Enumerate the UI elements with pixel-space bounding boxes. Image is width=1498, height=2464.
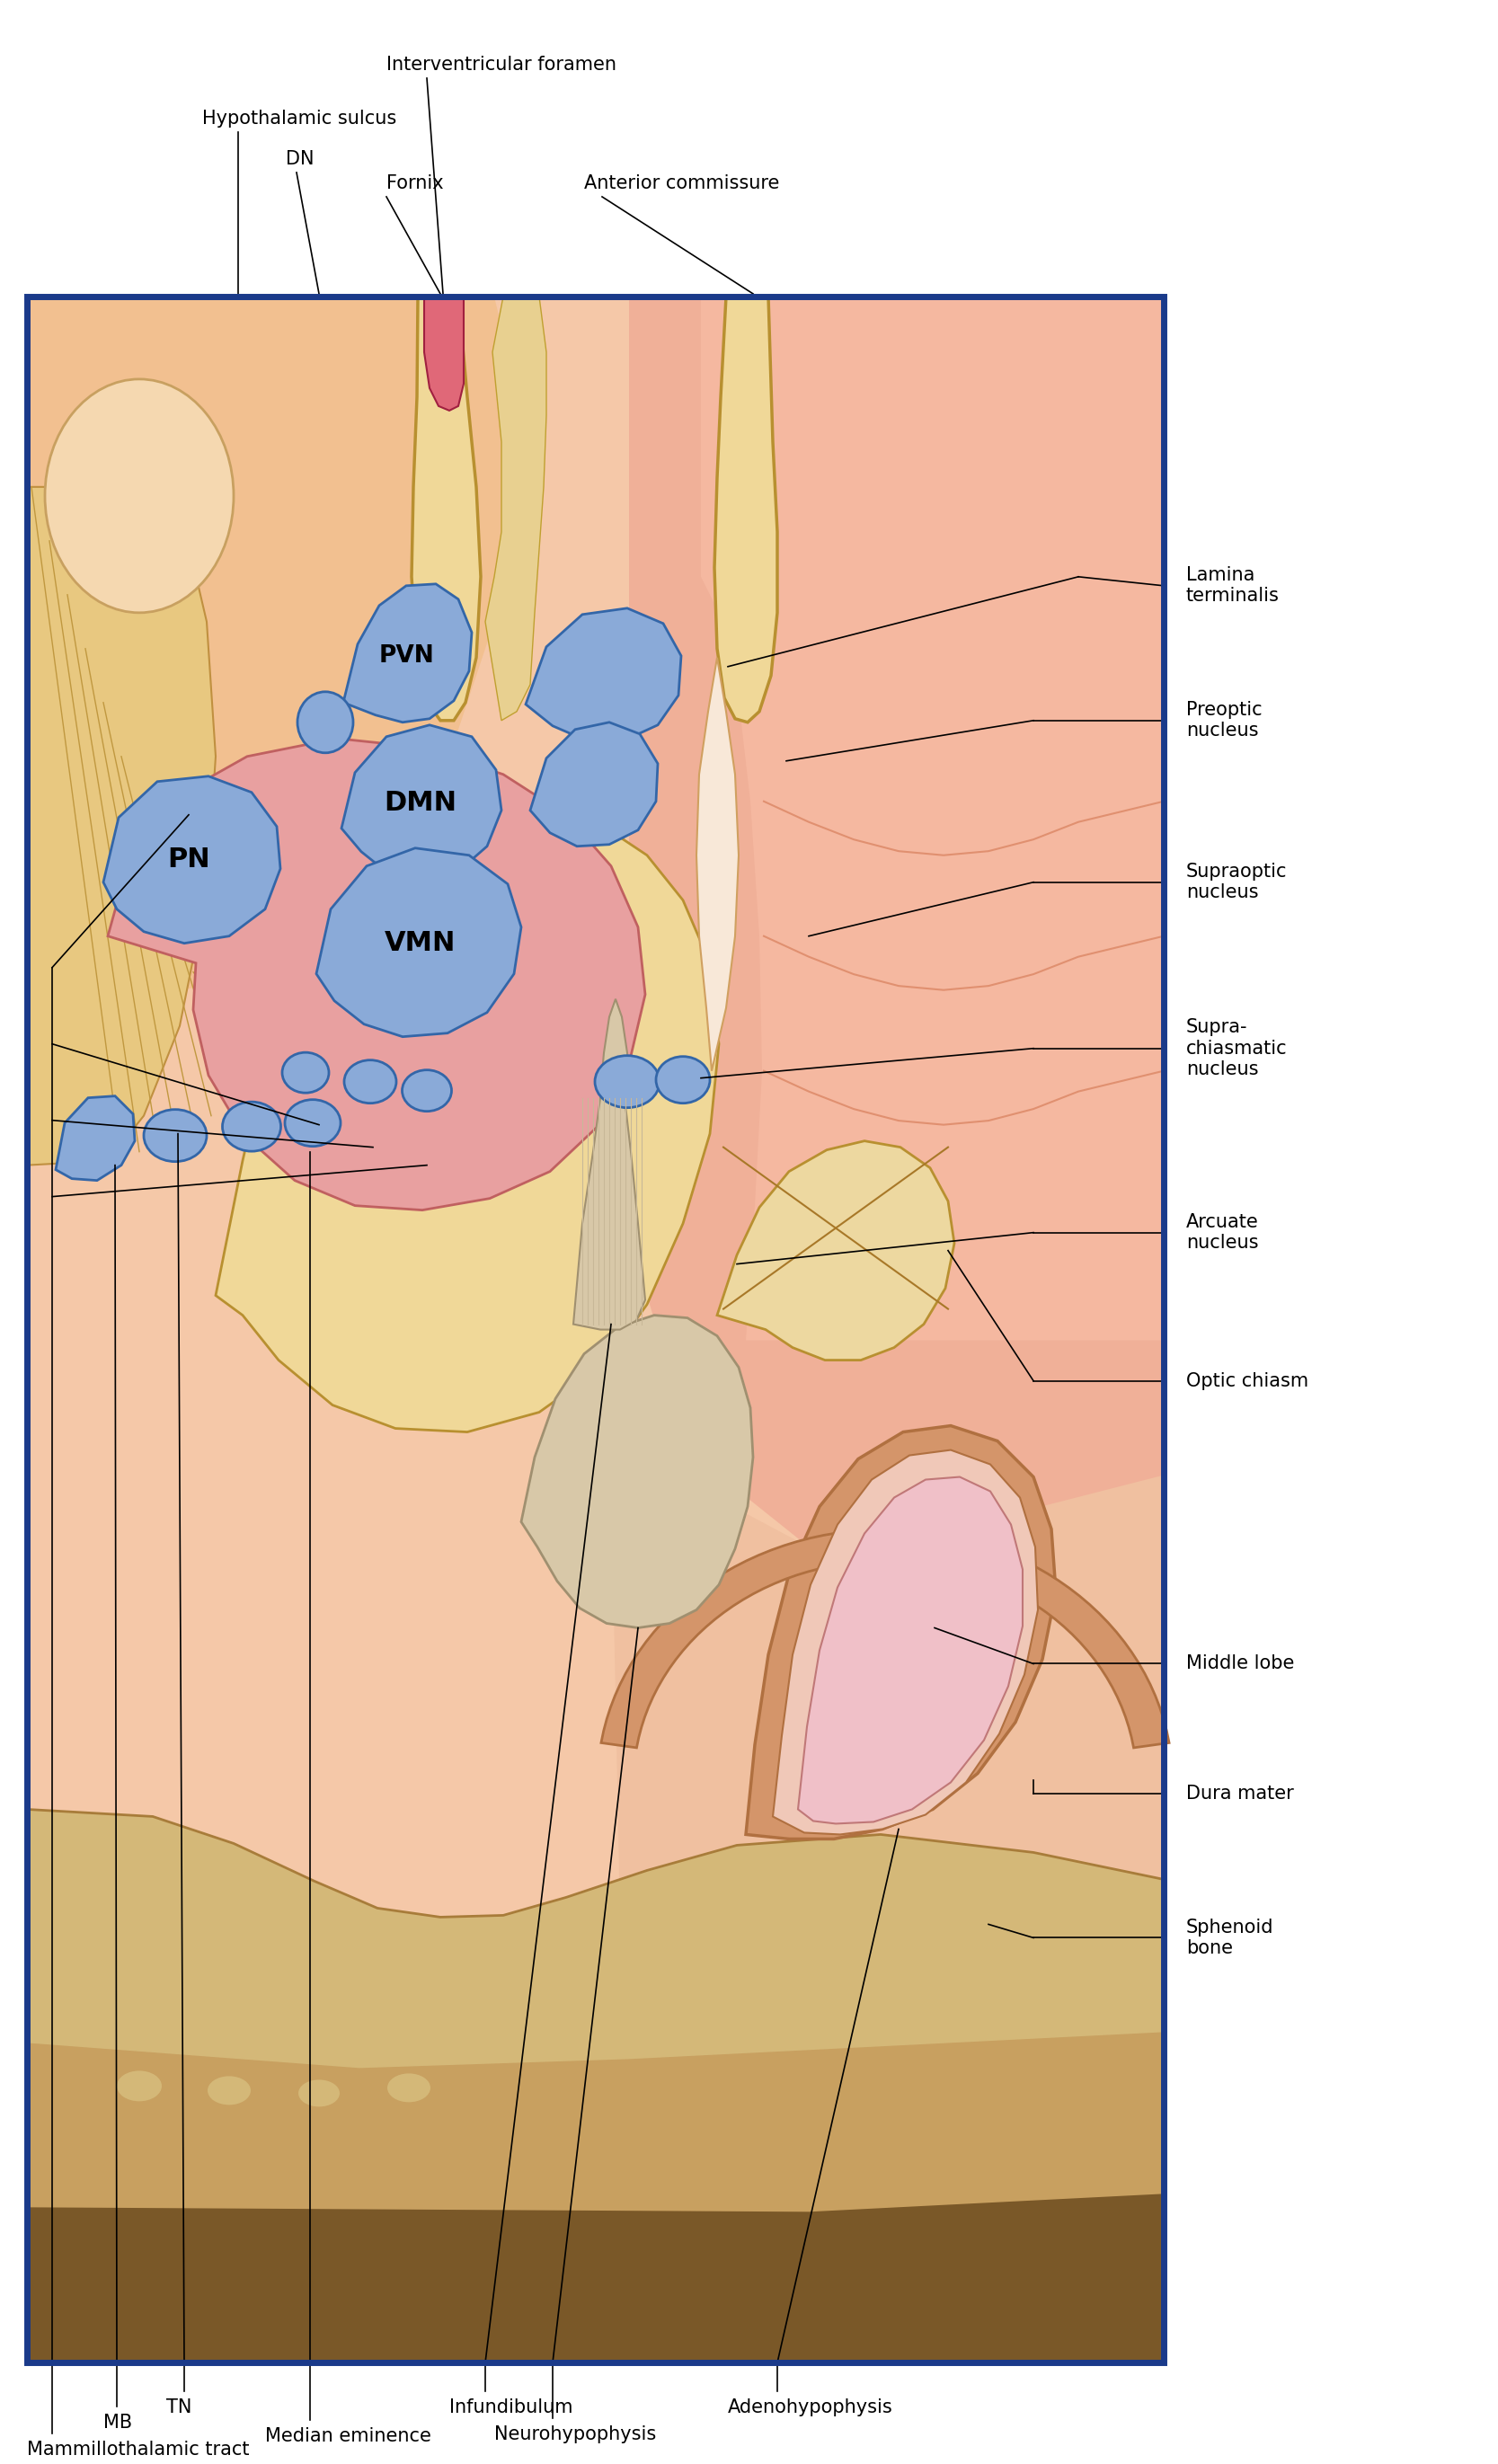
Text: VMN: VMN <box>385 931 457 956</box>
Text: TN: TN <box>166 2397 192 2417</box>
Polygon shape <box>27 2193 1164 2363</box>
Ellipse shape <box>45 379 234 614</box>
Polygon shape <box>574 1079 646 1331</box>
Polygon shape <box>216 801 719 1432</box>
Ellipse shape <box>298 2080 340 2107</box>
Ellipse shape <box>803 1951 849 1984</box>
Polygon shape <box>485 296 547 719</box>
Polygon shape <box>27 1809 1164 2363</box>
Text: Neurohypophysis: Neurohypophysis <box>494 2425 656 2444</box>
Ellipse shape <box>503 1944 557 1984</box>
Polygon shape <box>27 296 1164 2363</box>
Text: Fornix: Fornix <box>386 175 443 192</box>
Polygon shape <box>521 1316 753 1629</box>
Ellipse shape <box>894 1954 939 1986</box>
Polygon shape <box>27 488 216 1165</box>
Text: Median eminence: Median eminence <box>265 2427 431 2444</box>
Polygon shape <box>701 296 1164 1340</box>
Polygon shape <box>718 1141 954 1360</box>
Polygon shape <box>103 776 280 944</box>
Ellipse shape <box>452 2008 500 2043</box>
Ellipse shape <box>595 1949 646 1986</box>
Polygon shape <box>55 1096 135 1180</box>
Text: MB: MB <box>103 2415 132 2432</box>
Text: Supra-
chiasmatic
nucleus: Supra- chiasmatic nucleus <box>1186 1018 1287 1079</box>
Ellipse shape <box>656 1057 710 1104</box>
Polygon shape <box>316 848 521 1037</box>
Polygon shape <box>27 2033 1164 2363</box>
Text: Preoptic
nucleus: Preoptic nucleus <box>1186 702 1263 739</box>
Polygon shape <box>798 1476 1023 1823</box>
Ellipse shape <box>595 1055 659 1109</box>
Polygon shape <box>601 1530 1168 1747</box>
Ellipse shape <box>363 2013 410 2048</box>
Bar <box>27 296 1164 2363</box>
Ellipse shape <box>406 1944 457 1981</box>
Text: Infundibulum: Infundibulum <box>449 2397 572 2417</box>
Polygon shape <box>611 1296 1164 2363</box>
Polygon shape <box>342 724 502 880</box>
Polygon shape <box>27 296 539 1025</box>
Ellipse shape <box>315 1947 369 1986</box>
Polygon shape <box>697 658 739 1072</box>
Ellipse shape <box>117 2070 162 2102</box>
Polygon shape <box>629 296 1164 1565</box>
Ellipse shape <box>345 1060 397 1104</box>
Ellipse shape <box>180 2006 234 2040</box>
Polygon shape <box>343 584 472 722</box>
Text: Supraoptic
nucleus: Supraoptic nucleus <box>1186 862 1287 902</box>
Ellipse shape <box>144 1109 207 1161</box>
Text: Hypothalamic sulcus: Hypothalamic sulcus <box>202 108 397 128</box>
Ellipse shape <box>222 1101 280 1151</box>
Text: Dura mater: Dura mater <box>1186 1784 1294 1804</box>
Text: Mammillothalamic tract: Mammillothalamic tract <box>27 2442 249 2459</box>
Polygon shape <box>773 1449 1038 1836</box>
Ellipse shape <box>712 1944 762 1981</box>
Text: Interventricular foramen: Interventricular foramen <box>386 57 617 74</box>
Polygon shape <box>108 739 646 1210</box>
Text: DN: DN <box>286 150 315 168</box>
Ellipse shape <box>130 1937 193 1984</box>
Ellipse shape <box>219 1944 276 1986</box>
Ellipse shape <box>282 1052 330 1094</box>
Ellipse shape <box>401 1069 451 1111</box>
Ellipse shape <box>388 2072 430 2102</box>
Text: PN: PN <box>168 848 210 872</box>
Text: Anterior commissure: Anterior commissure <box>584 175 779 192</box>
Text: PVN: PVN <box>379 643 434 668</box>
Polygon shape <box>424 296 464 411</box>
Polygon shape <box>715 296 777 722</box>
Ellipse shape <box>298 692 354 754</box>
Text: Lamina
terminalis: Lamina terminalis <box>1186 567 1279 606</box>
Ellipse shape <box>983 1949 1029 1981</box>
Ellipse shape <box>271 2011 322 2045</box>
Text: Middle lobe: Middle lobe <box>1186 1656 1294 1673</box>
Text: Sphenoid
bone: Sphenoid bone <box>1186 1919 1273 1956</box>
Text: DMN: DMN <box>383 791 457 816</box>
Text: Optic chiasm: Optic chiasm <box>1186 1372 1309 1390</box>
Text: Arcuate
nucleus: Arcuate nucleus <box>1186 1212 1258 1252</box>
Polygon shape <box>746 1427 1056 1838</box>
Text: Adenohypophysis: Adenohypophysis <box>728 2397 893 2417</box>
Polygon shape <box>530 722 658 845</box>
Polygon shape <box>601 998 631 1094</box>
Polygon shape <box>412 296 481 719</box>
Ellipse shape <box>285 1099 340 1146</box>
Polygon shape <box>526 609 682 739</box>
Ellipse shape <box>208 2077 250 2104</box>
